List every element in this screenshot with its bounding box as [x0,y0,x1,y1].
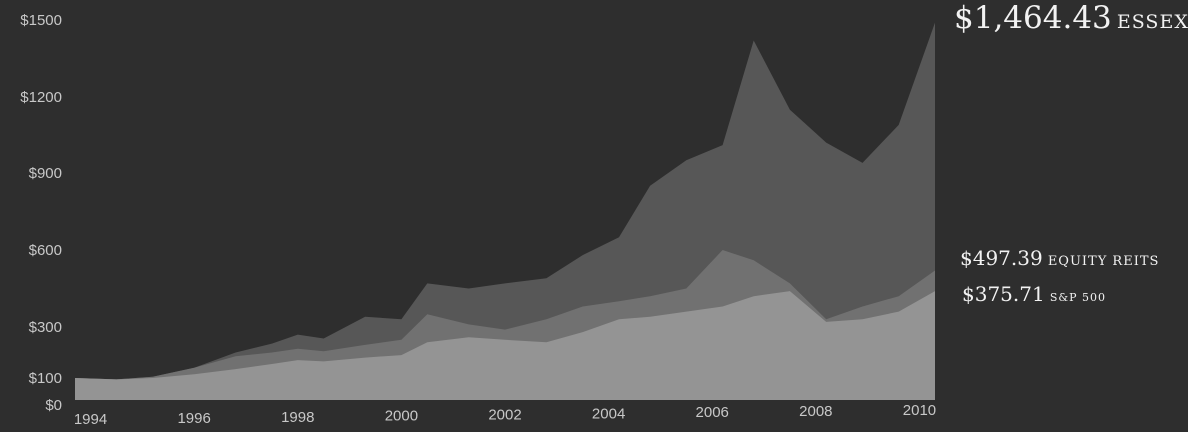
y-tick-label: $1200 [20,89,62,106]
y-tick-label: $600 [29,242,62,259]
callout-essex-name: ESSEX [1116,11,1188,33]
y-axis-ticks: $0 $100 $300 $600 $900 $1200 $1500 [20,12,62,414]
callout-essex-value: $1,464.43 [954,0,1112,36]
x-tick-label: 2002 [488,407,521,424]
x-tick-label: 2000 [385,408,418,425]
x-tick-label: 1998 [281,409,314,426]
x-tick-label: 2004 [592,405,625,422]
y-tick-label: $300 [29,319,62,336]
x-tick-label: 2010 [903,402,936,419]
y-tick-label: $100 [29,370,62,387]
callout-sp500: $375.71 S&P 500 [962,282,1106,306]
callout-sp500-name: S&P 500 [1049,291,1107,304]
x-axis-ticks: 1994 1996 1998 2000 2002 2004 2006 2008 2010 [74,402,936,428]
callout-equity-reits-name: EQUITY REITS [1047,254,1160,269]
callout-sp500-value: $375.71 [962,282,1045,306]
x-tick-label: 1996 [177,410,210,427]
x-tick-label: 2008 [799,403,832,420]
y-tick-label: $900 [29,165,62,182]
area-s-p-500 [75,291,935,400]
x-tick-label: 2006 [696,404,729,421]
callout-equity-reits: $497.39 EQUITY REITS [960,246,1159,270]
callout-essex: $1,464.43 ESSEX [954,0,1188,36]
chart-areas [75,22,935,400]
y-tick-label: $1500 [20,12,62,29]
callout-equity-reits-value: $497.39 [960,246,1043,270]
y-tick-label: $0 [45,397,62,414]
x-tick-label: 1994 [74,411,107,428]
